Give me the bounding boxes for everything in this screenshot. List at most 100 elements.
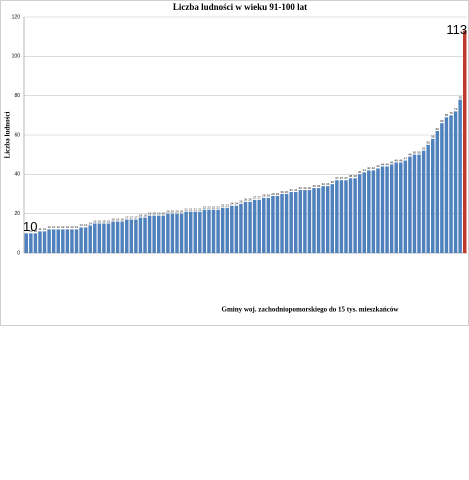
bar	[234, 205, 239, 253]
value-label: 23	[226, 204, 230, 208]
bar	[307, 190, 312, 253]
bar	[362, 172, 366, 253]
value-label: 20	[171, 209, 175, 213]
y-tick-label: 0	[17, 250, 20, 256]
value-label: 34	[321, 182, 325, 186]
bar	[111, 221, 115, 253]
bar	[170, 213, 175, 253]
bar	[38, 231, 42, 253]
bar	[275, 195, 280, 253]
value-label: 72	[454, 107, 458, 111]
value-label: 16	[111, 217, 115, 221]
bar	[367, 170, 371, 253]
value-label: 33	[312, 184, 316, 188]
y-tick-label: 40	[14, 172, 20, 178]
value-label: 37	[344, 176, 348, 180]
value-label: 37	[335, 176, 339, 180]
bar	[74, 229, 79, 253]
bar	[65, 229, 70, 253]
bar	[389, 164, 394, 253]
bar	[408, 156, 412, 253]
bar	[252, 199, 257, 253]
bar	[435, 131, 440, 253]
value-label: 26	[248, 198, 252, 202]
value-label: 17	[134, 215, 138, 219]
value-label: 47	[404, 156, 408, 160]
bar	[426, 144, 430, 253]
value-label: 11	[43, 227, 46, 231]
value-label: 23	[221, 204, 225, 208]
value-label: 52	[422, 147, 426, 151]
bar	[357, 174, 362, 253]
value-label: 113	[446, 22, 467, 37]
bar	[102, 223, 106, 253]
bar	[385, 166, 389, 253]
bar	[47, 229, 51, 253]
y-tick-label: 100	[12, 54, 21, 60]
value-label: 12	[66, 225, 70, 229]
value-label: 70	[449, 111, 453, 115]
value-label: 38	[353, 174, 357, 178]
bar	[179, 213, 184, 253]
bar	[33, 233, 38, 253]
bar	[376, 168, 380, 253]
value-label: 31	[289, 188, 293, 192]
bar	[444, 117, 449, 253]
bar	[257, 199, 261, 253]
bar	[298, 190, 303, 253]
value-label: 15	[102, 219, 106, 223]
bar	[106, 223, 111, 253]
bar	[453, 111, 458, 254]
value-label: 15	[98, 219, 102, 223]
value-label: 19	[152, 211, 156, 215]
bar	[394, 162, 398, 253]
bar	[325, 186, 330, 253]
value-label: 17	[130, 215, 134, 219]
value-label: 58	[431, 135, 435, 139]
bar	[97, 223, 102, 253]
y-axis-label: Liczba ludności	[4, 112, 12, 159]
y-tick-label: 80	[14, 93, 20, 99]
bar	[220, 207, 225, 253]
bar	[284, 194, 289, 253]
bar	[462, 30, 467, 254]
bar	[125, 219, 129, 253]
value-label: 40	[358, 170, 362, 174]
value-label: 17	[125, 215, 129, 219]
bar	[280, 194, 284, 253]
value-label: 78	[458, 95, 462, 99]
bar	[138, 217, 143, 253]
bar	[202, 209, 207, 253]
bar	[230, 205, 234, 253]
value-label: 24	[235, 202, 239, 206]
bar	[193, 211, 197, 253]
y-tick-label: 20	[14, 211, 20, 217]
bar	[134, 219, 138, 253]
value-label: 16	[121, 217, 125, 221]
value-label: 21	[184, 207, 188, 211]
bar	[316, 188, 321, 253]
bar	[83, 227, 88, 253]
bar	[143, 217, 147, 253]
value-label: 18	[143, 213, 147, 217]
bar	[239, 203, 243, 253]
y-tick-label: 120	[12, 14, 21, 20]
bar	[207, 209, 211, 253]
value-label: 12	[75, 225, 79, 229]
bar	[188, 211, 193, 253]
value-label: 19	[157, 211, 161, 215]
value-label: 21	[194, 207, 198, 211]
value-label: 18	[139, 213, 143, 217]
bar	[403, 160, 408, 253]
value-label: 29	[276, 192, 280, 196]
bar	[156, 215, 161, 253]
bar	[412, 154, 417, 253]
value-label: 24	[230, 202, 234, 206]
bar	[70, 229, 74, 253]
value-label: 32	[299, 186, 303, 190]
bar	[271, 195, 275, 253]
value-label: 44	[385, 162, 389, 166]
value-label: 15	[93, 219, 97, 223]
